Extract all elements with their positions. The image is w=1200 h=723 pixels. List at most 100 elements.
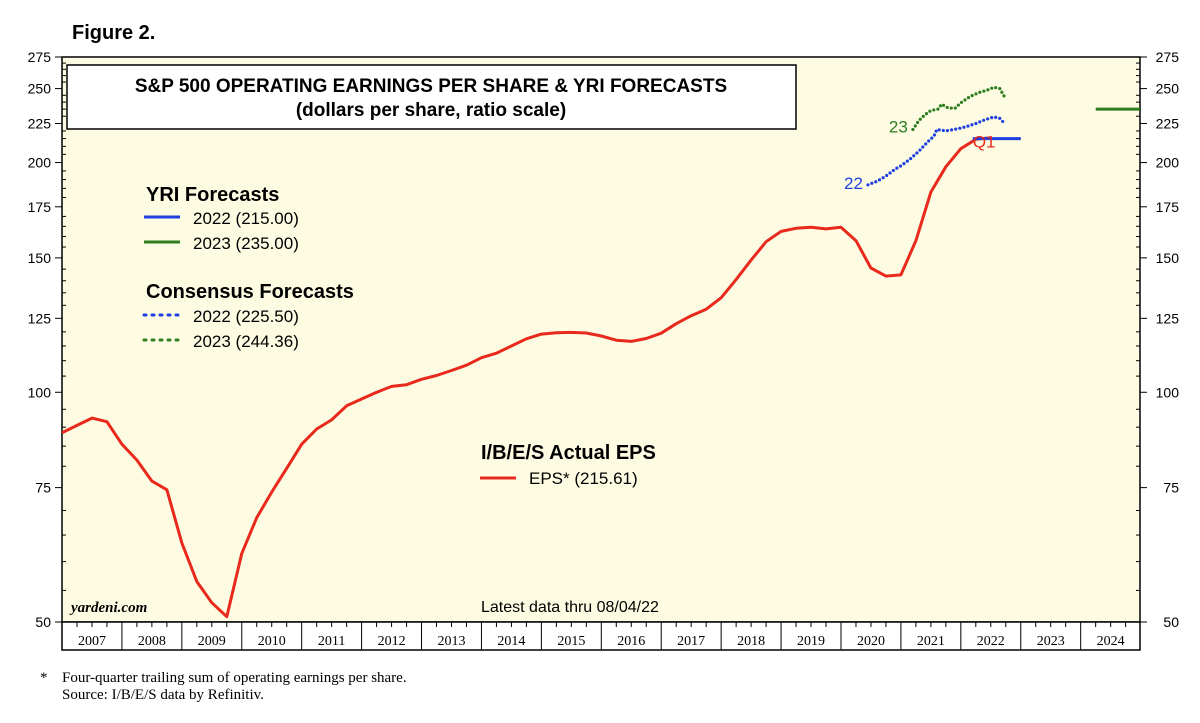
legend-consensus: Consensus Forecasts 2022 (225.50) 2023 (…: [142, 281, 354, 351]
footnote-marker: *: [40, 670, 48, 686]
legend-yri-2023-label: 2023 (235.00): [193, 234, 299, 253]
legend-yri-2022-label: 2022 (215.00): [193, 209, 299, 228]
legend-yri: YRI Forecasts 2022 (215.00) 2023 (235.00…: [144, 184, 299, 253]
y-tick-label-left-250: 250: [28, 81, 52, 97]
series-4-point: [953, 106, 957, 110]
legend-actual-eps-label: EPS* (215.61): [529, 469, 638, 488]
series-4-point: [938, 104, 943, 108]
series-3-point: [915, 151, 919, 155]
series-4-point: [924, 112, 929, 116]
legend-consensus-title: Consensus Forecasts: [146, 281, 354, 303]
series-3-point: [937, 128, 941, 132]
y-tick-label-right-75: 75: [1163, 480, 1179, 496]
series-3-point: [962, 125, 966, 129]
series-3-point: [994, 115, 998, 120]
x-tick-label-2016: 2016: [617, 634, 645, 649]
x-tick-label-2013: 2013: [437, 634, 465, 649]
series-3-point: [866, 183, 870, 187]
y-tick-label-left-225: 225: [28, 116, 52, 132]
series-3-point: [921, 145, 925, 149]
series-4-point: [949, 106, 953, 110]
annotation-layer: 22 23 Q1: [844, 117, 996, 193]
series-3-point: [881, 176, 885, 180]
y-tick-label-left-100: 100: [28, 384, 52, 400]
series-4-point: [994, 86, 998, 90]
x-tick-label-2021: 2021: [917, 634, 945, 649]
series-3-point: [949, 128, 954, 132]
x-tick-label-2019: 2019: [797, 634, 825, 649]
series-4-point: [990, 86, 994, 90]
chart-title: S&P 500 OPERATING EARNINGS PER SHARE & Y…: [135, 76, 727, 97]
y-tick-label-right-250: 250: [1156, 81, 1180, 97]
series-3-point: [954, 127, 958, 131]
y-tick-label-right-50: 50: [1163, 614, 1179, 630]
series-3-point: [990, 116, 994, 120]
legend-consensus-2022-label: 2022 (225.50): [193, 307, 299, 326]
series-3-point: [934, 129, 938, 133]
series-3-point: [895, 166, 899, 170]
series-3-point: [912, 154, 916, 158]
footnote-line1: Four-quarter trailing sum of operating e…: [62, 670, 407, 686]
annotation-23: 23: [889, 117, 908, 136]
x-tick-label-2022: 2022: [977, 634, 1005, 649]
series-3-point: [966, 124, 970, 128]
y-tick-label-right-175: 175: [1156, 199, 1180, 215]
series-3-point: [924, 142, 928, 146]
legend-actual: I/B/E/S Actual EPS EPS* (215.61): [480, 442, 656, 488]
x-tick-label-2023: 2023: [1037, 634, 1065, 649]
series-4-point: [963, 98, 967, 102]
footnote-line2: Source: I/B/E/S data by Refinitiv.: [62, 687, 264, 703]
series-4-point: [936, 107, 940, 111]
series-3-point: [874, 180, 878, 184]
figure-label: Figure 2.: [72, 22, 156, 44]
series-3-point: [941, 128, 945, 133]
eps-chart: 50 75 100 125 150 175 200 225 250 275 50 75 100 125 1…: [28, 49, 1179, 651]
series-3-point: [870, 181, 874, 185]
y-axis-left: 50 75 100 125 150 175 200 225 250 275: [28, 49, 66, 630]
series-3-point: [902, 162, 906, 166]
series-4-dots: [911, 86, 1006, 132]
x-tick-label-2020: 2020: [857, 634, 885, 649]
y-tick-label-left-150: 150: [28, 250, 52, 266]
series-4-point: [921, 114, 925, 118]
series-3-point: [891, 168, 895, 173]
series-3-point: [905, 159, 909, 163]
annotation-22: 22: [844, 174, 863, 193]
y-tick-label-right-150: 150: [1156, 250, 1180, 266]
y-axis-right: 50 75 100 125 150 175 200 225 250 275: [1136, 49, 1179, 630]
series-0-line: [62, 136, 991, 619]
y-tick-label-left-125: 125: [28, 310, 52, 326]
title-box: S&P 500 OPERATING EARNINGS PER SHARE & Y…: [66, 64, 797, 130]
series-3-point: [958, 126, 962, 130]
legend-yri-title: YRI Forecasts: [146, 184, 279, 206]
series-4-point: [959, 100, 964, 104]
x-tick-label-2018: 2018: [737, 634, 765, 649]
y-tick-label-left-75: 75: [35, 480, 51, 496]
y-tick-label-right-100: 100: [1156, 384, 1180, 400]
x-tick-label-2024: 2024: [1097, 634, 1125, 649]
series-3-point: [978, 120, 982, 124]
series-3-point: [1001, 119, 1005, 124]
series-3-point: [932, 133, 937, 137]
x-tick-label-2008: 2008: [138, 634, 166, 649]
series-3-point: [877, 178, 882, 182]
series-4-point: [1000, 90, 1004, 94]
series-layer: [62, 86, 1140, 619]
x-tick-label-2011: 2011: [318, 634, 345, 649]
x-tick-label-2015: 2015: [557, 634, 585, 649]
series-4-point: [956, 103, 960, 107]
y-tick-label-left-200: 200: [28, 155, 52, 171]
series-4-point: [982, 89, 986, 93]
series-4-point: [970, 93, 974, 98]
series-3-point: [982, 118, 986, 122]
series-3-point: [898, 164, 903, 168]
series-4-point: [998, 86, 1002, 91]
annotation-q1: Q1: [973, 133, 996, 152]
series-3-point: [909, 156, 913, 161]
legend-consensus-2023-label: 2023 (244.36): [193, 332, 299, 351]
series-3-point: [986, 117, 990, 121]
series-4-point: [913, 124, 917, 128]
series-4-point: [911, 127, 915, 132]
series-4-point: [918, 117, 922, 121]
x-axis: 2007 2008 2009 2010 2011 2012 2013 2014 2015 2016…: [61, 621, 1141, 651]
